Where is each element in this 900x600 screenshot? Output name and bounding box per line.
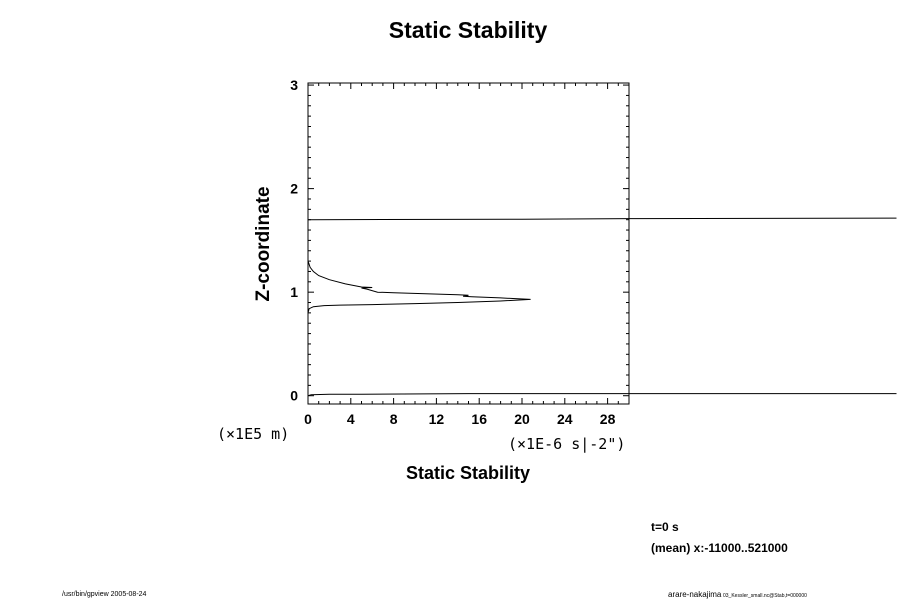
x-tick-label: 24 [557,411,573,427]
x-tick-label: 12 [429,411,445,427]
x-scale-label: (×1E-6 s|-2") [508,435,625,453]
footer-right-sub: 03_Kessler_small.nc@Stab,t=000000 [723,593,807,599]
x-tick-label: 20 [514,411,530,427]
y-tick-label: 1 [290,284,298,300]
chart-title: Static Stability [389,17,548,43]
y-tick-label: 2 [290,181,298,197]
series-line [307,260,531,314]
y-axis-label: Z-coordinate [253,186,274,301]
x-tick-label: 0 [304,411,312,427]
footer-left: /usr/bin/gpview 2005-08-24 [62,591,147,598]
x-tick-label: 28 [600,411,616,427]
x-tick-label: 16 [471,411,487,427]
plot-frame [307,82,630,405]
x-tick-label: 4 [347,411,355,427]
x-axis-label: Static Stability [406,463,530,483]
y-tick-label: 3 [290,77,298,93]
mean-annotation: (mean) x:-11000..521000 [651,541,788,555]
footer-right: arare-nakajima [668,590,722,599]
series-line [307,217,897,221]
y-scale-label: (×1E5 m) [217,425,289,443]
y-tick-label: 0 [290,388,298,404]
time-annotation: t=0 s [651,520,679,534]
series-line [307,393,897,397]
x-tick-label: 8 [390,411,398,427]
